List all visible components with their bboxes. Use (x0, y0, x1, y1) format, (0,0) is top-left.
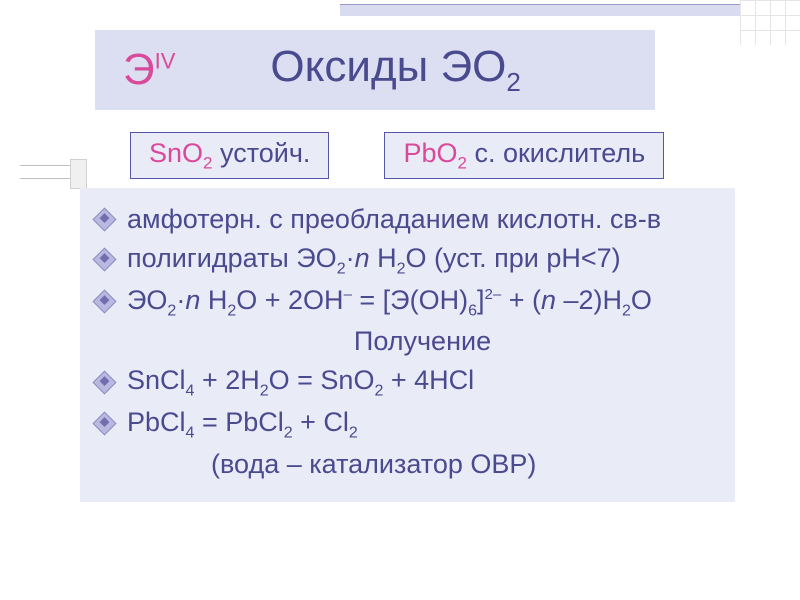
preparation-heading: Получение (126, 322, 719, 361)
bullet-5-text: PbCl4 = PbCl2 + Cl2 (127, 403, 358, 445)
bullet-4-text: SnCl4 + 2H2O = SnO2 + 4HCl (127, 361, 474, 403)
diamond-bullet-icon (92, 412, 116, 436)
pill-sno2: SnO2 устойч. (130, 132, 329, 179)
diamond-bullet-icon (92, 370, 116, 394)
slide-title: ЭIV Оксиды ЭО2 (95, 30, 655, 110)
content-box: амфотерн. с преобладанием кислотн. св-в … (80, 188, 735, 502)
pbo2-formula: PbO2 (403, 138, 467, 168)
bullet-4: SnCl4 + 2H2O = SnO2 + 4HCl (96, 361, 719, 403)
diamond-bullet-icon (92, 208, 116, 232)
diamond-bullet-icon (92, 289, 116, 313)
grid-decor (740, 0, 800, 45)
pill-pbo2: PbO2 с. окислитель (384, 132, 664, 179)
note-line: (вода – катализатор ОВР) (211, 445, 719, 484)
title-main-sub: 2 (506, 67, 520, 97)
pbo2-desc: с. окислитель (467, 138, 645, 168)
diamond-bullet-icon (92, 248, 116, 272)
bullet-2-text: полигидраты ЭО2·n Н2О (уст. при рН<7) (127, 239, 621, 281)
bullet-2: полигидраты ЭО2·n Н2О (уст. при рН<7) (96, 239, 719, 281)
left-accent-decor (20, 165, 70, 179)
bullet-5: PbCl4 = PbCl2 + Cl2 (96, 403, 719, 445)
bullet-1-text: амфотерн. с преобладанием кислотн. св-в (127, 200, 661, 239)
bullet-1: амфотерн. с преобладанием кислотн. св-в (96, 200, 719, 239)
sno2-formula: SnO2 (149, 138, 213, 168)
bullet-3: ЭО2·n Н2О + 2ОН– = [Э(ОН)6]2– + (n –2)Н2… (96, 281, 719, 323)
element-letter: Э (123, 45, 155, 94)
element-super: IV (155, 48, 176, 73)
title-main-text: Оксиды ЭО (270, 42, 506, 91)
element-symbol: ЭIV (123, 45, 175, 95)
top-accent-bar (340, 4, 740, 16)
compound-pills: SnO2 устойч. PbO2 с. окислитель (130, 132, 664, 179)
sno2-desc: устойч. (213, 138, 311, 168)
bullet-3-text: ЭО2·n Н2О + 2ОН– = [Э(ОН)6]2– + (n –2)Н2… (127, 281, 652, 323)
title-main: Оксиды ЭО2 (270, 42, 520, 98)
